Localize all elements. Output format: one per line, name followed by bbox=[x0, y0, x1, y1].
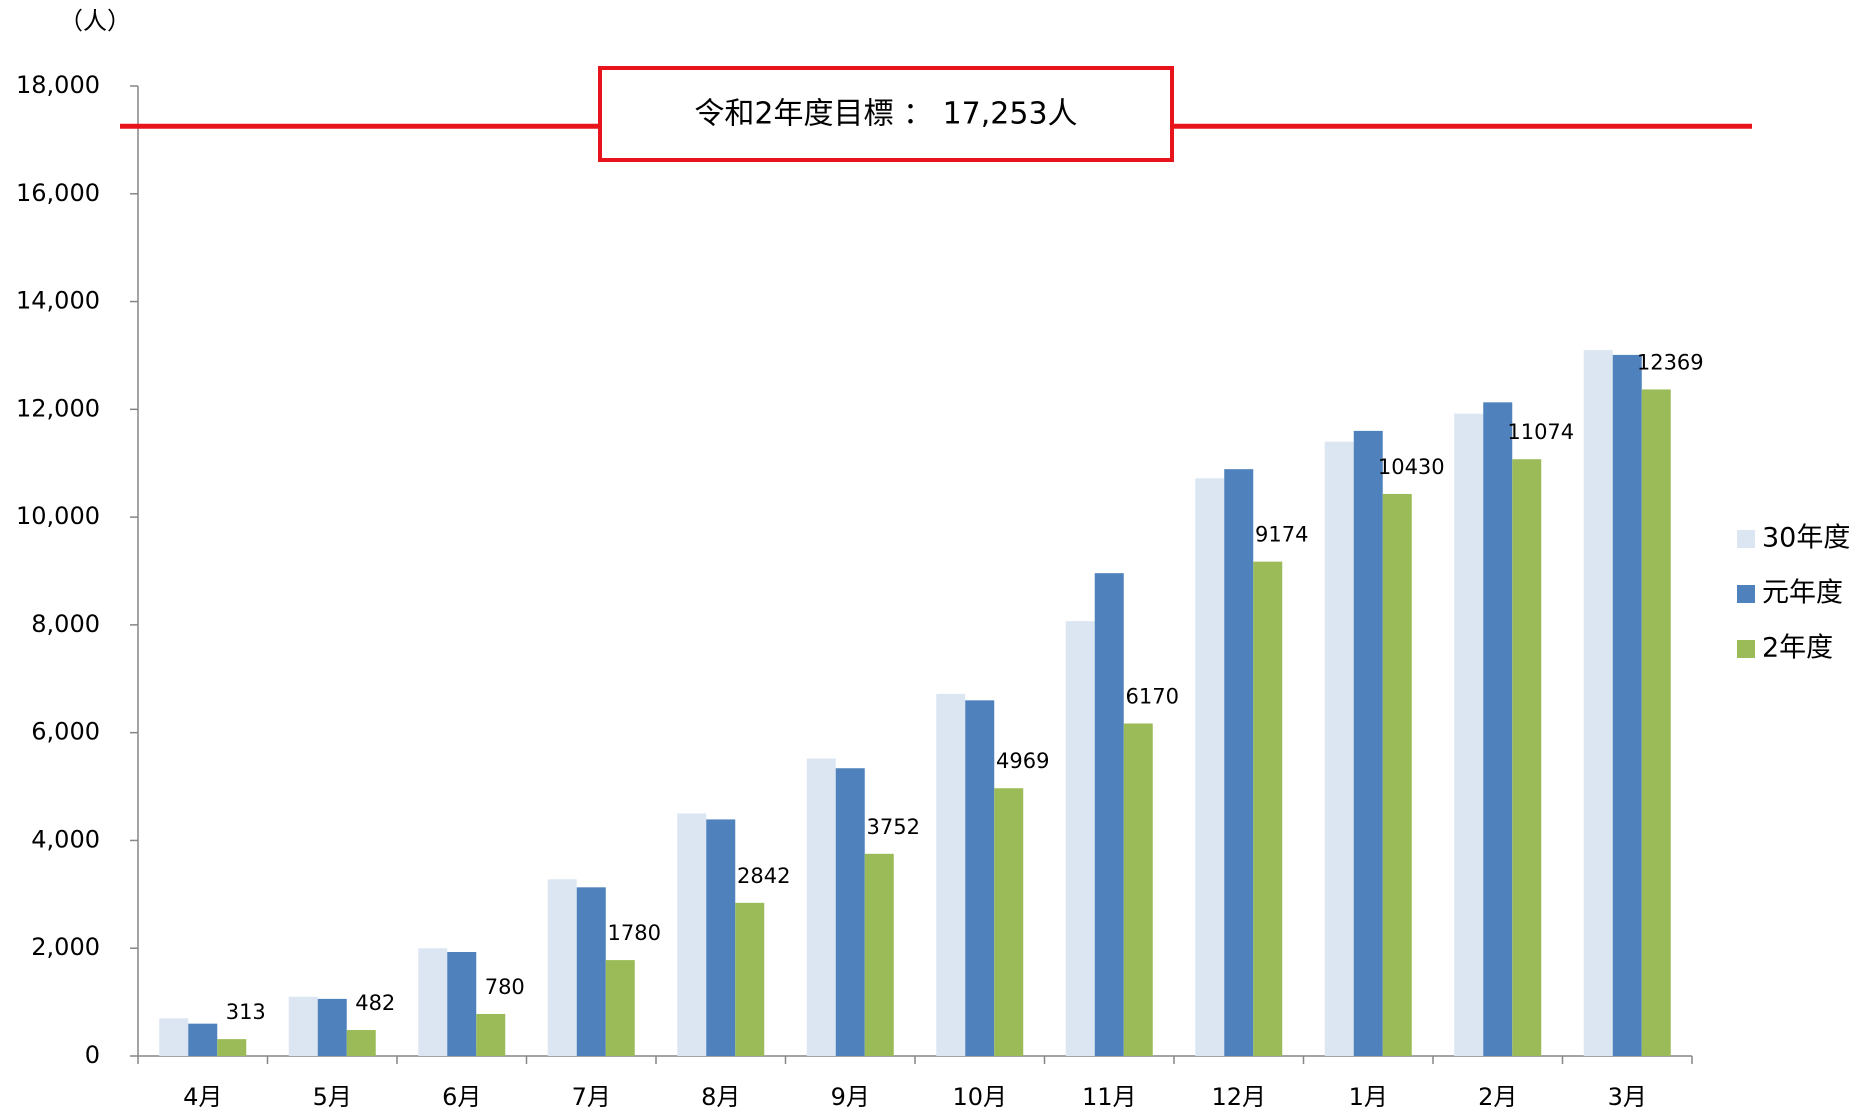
y-unit-label: （人） bbox=[59, 7, 131, 35]
data-label: 10430 bbox=[1378, 455, 1445, 479]
bar bbox=[864, 853, 894, 1056]
target-box bbox=[598, 66, 1174, 162]
y-tick-label: 2,000 bbox=[31, 933, 100, 961]
data-label: 313 bbox=[226, 1000, 266, 1024]
x-tick-label: 5月 bbox=[313, 1083, 352, 1108]
bar bbox=[1065, 621, 1095, 1056]
x-tick-label: 2月 bbox=[1478, 1083, 1517, 1108]
x-tick-label: 4月 bbox=[183, 1083, 222, 1108]
bar bbox=[806, 758, 836, 1056]
bar bbox=[1612, 354, 1642, 1057]
data-label: 6170 bbox=[1126, 685, 1179, 709]
bar bbox=[547, 879, 577, 1056]
bar bbox=[1353, 430, 1383, 1056]
bar bbox=[476, 1013, 506, 1056]
bar bbox=[965, 700, 995, 1056]
bar bbox=[1094, 573, 1124, 1056]
bar bbox=[1253, 561, 1283, 1056]
y-tick-label: 16,000 bbox=[16, 179, 100, 207]
bar bbox=[418, 948, 448, 1056]
y-tick-label: 8,000 bbox=[31, 610, 100, 638]
data-label: 2842 bbox=[737, 864, 790, 888]
y-tick-label: 10,000 bbox=[16, 502, 100, 530]
data-label: 3752 bbox=[867, 815, 920, 839]
bar bbox=[605, 960, 635, 1056]
data-label: 482 bbox=[355, 991, 395, 1015]
legend-label: 30年度 bbox=[1762, 523, 1850, 554]
bar bbox=[1195, 478, 1225, 1056]
bar bbox=[1382, 493, 1412, 1056]
bar bbox=[576, 887, 606, 1056]
legend-label: 2年度 bbox=[1762, 633, 1833, 664]
bar bbox=[1483, 402, 1513, 1057]
x-tick-label: 7月 bbox=[572, 1083, 611, 1108]
bar bbox=[1641, 389, 1671, 1056]
legend-swatch bbox=[1737, 530, 1755, 548]
y-tick-label: 12,000 bbox=[16, 394, 100, 422]
y-tick-label: 4,000 bbox=[31, 825, 100, 853]
data-label: 9174 bbox=[1255, 523, 1308, 547]
bar bbox=[1512, 459, 1542, 1056]
bar bbox=[994, 788, 1024, 1056]
legend-swatch bbox=[1737, 585, 1755, 603]
bar bbox=[217, 1039, 247, 1056]
bar bbox=[936, 693, 966, 1056]
data-label: 1780 bbox=[608, 921, 661, 945]
x-tick-label: 8月 bbox=[701, 1083, 740, 1108]
bar bbox=[1224, 469, 1254, 1056]
legend-label: 元年度 bbox=[1762, 578, 1843, 609]
x-tick-label: 1月 bbox=[1349, 1083, 1388, 1108]
y-tick-label: 14,000 bbox=[16, 287, 100, 315]
bar bbox=[188, 1023, 218, 1056]
bar bbox=[1583, 350, 1613, 1056]
x-tick-label: 9月 bbox=[831, 1083, 870, 1108]
x-tick-label: 3月 bbox=[1608, 1083, 1647, 1108]
bar bbox=[1123, 723, 1153, 1056]
data-label: 12369 bbox=[1637, 350, 1704, 374]
bar bbox=[735, 902, 765, 1056]
x-tick-label: 6月 bbox=[442, 1083, 481, 1108]
x-tick-label: 11月 bbox=[1082, 1083, 1137, 1108]
bar bbox=[159, 1018, 189, 1056]
bar bbox=[1324, 441, 1354, 1057]
x-tick-label: 10月 bbox=[952, 1083, 1007, 1108]
target-label: 令和2年度目標 ： 17,253人 bbox=[694, 97, 1077, 132]
data-label: 4969 bbox=[996, 749, 1049, 773]
bar bbox=[835, 768, 865, 1056]
legend-swatch bbox=[1737, 640, 1755, 658]
y-tick-label: 0 bbox=[85, 1041, 100, 1069]
bar bbox=[677, 813, 707, 1056]
data-label: 780 bbox=[485, 975, 525, 999]
bar bbox=[706, 819, 736, 1056]
bar bbox=[317, 998, 347, 1056]
bar bbox=[288, 996, 318, 1056]
x-tick-label: 12月 bbox=[1211, 1083, 1266, 1108]
y-tick-label: 6,000 bbox=[31, 718, 100, 746]
bar bbox=[447, 951, 477, 1056]
y-tick-label: 18,000 bbox=[16, 71, 100, 99]
bar bbox=[1454, 413, 1484, 1057]
bar bbox=[346, 1030, 376, 1056]
data-label: 11074 bbox=[1507, 420, 1574, 444]
